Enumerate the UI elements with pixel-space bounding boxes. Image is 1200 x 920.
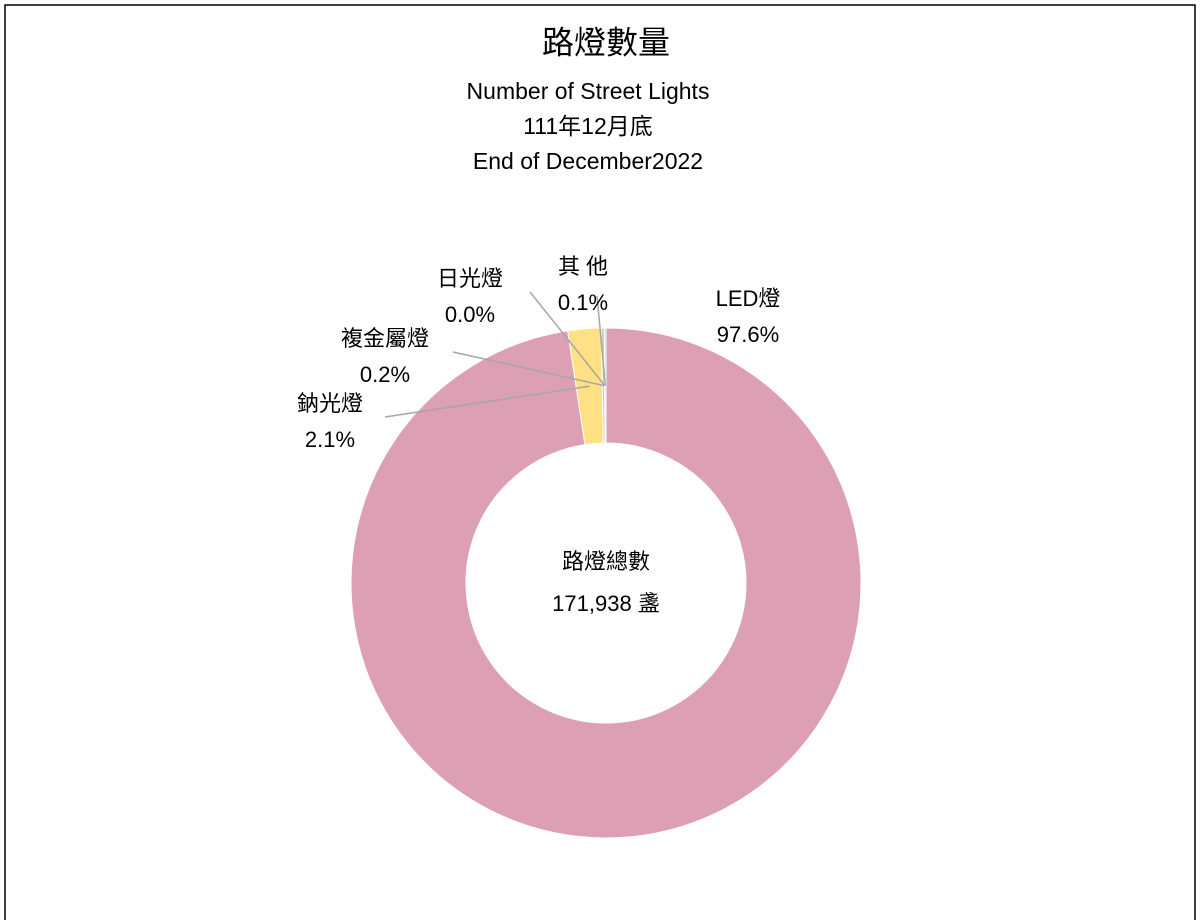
center-label: 171,938 盞	[552, 591, 660, 616]
slice-value-label: 0.2%	[360, 362, 410, 387]
slice-value-label: 97.6%	[717, 322, 779, 347]
slice	[350, 327, 862, 839]
center-label: 路燈總數	[562, 549, 650, 574]
slice-label: 複金屬燈	[341, 326, 429, 351]
slice-label: 其 他	[558, 254, 608, 279]
chart-title: 路燈數量	[542, 24, 670, 60]
subtitle: End of December2022	[473, 148, 703, 174]
slice-label: LED燈	[716, 286, 781, 311]
leader-line	[529, 291, 606, 386]
leader-line	[596, 295, 607, 386]
slice-value-label: 0.0%	[445, 302, 495, 327]
slice-value-label: 0.1%	[558, 290, 608, 315]
slices	[350, 327, 862, 839]
leader-line	[452, 351, 604, 387]
slice-label: 日光燈	[437, 266, 503, 291]
frame	[4, 4, 1196, 920]
subtitle: 111年12月底	[523, 113, 653, 139]
slice-value-label: 2.1%	[305, 427, 355, 452]
slice-label: 鈉光燈	[297, 391, 363, 416]
leader-line	[384, 385, 590, 418]
subtitle: Number of Street Lights	[467, 78, 710, 104]
